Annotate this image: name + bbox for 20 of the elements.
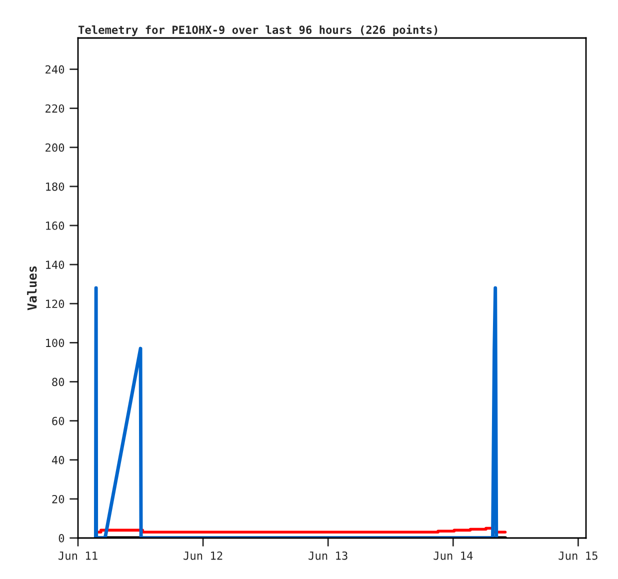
y-tick-label: 180 (46, 182, 64, 191)
y-tick-label: 200 (46, 143, 64, 152)
y-axis-title: Values (27, 266, 37, 310)
y-tick-label: 240 (46, 65, 64, 74)
x-tick-label: Jun 12 (184, 551, 222, 560)
x-tick-label: Jun 13 (308, 551, 348, 560)
y-tick-label: 60 (52, 416, 64, 426)
y-tick-label: 140 (46, 260, 64, 269)
y-tick-label: 80 (52, 378, 64, 386)
y-tick-label: 40 (52, 456, 64, 464)
y-tick-label: 0 (58, 534, 64, 542)
y-tick-label: 220 (46, 104, 64, 113)
y-tick-label: 100 (46, 338, 64, 348)
y-tick-label: 120 (46, 300, 64, 308)
y-tick-label: 20 (52, 494, 64, 504)
y-tick-label: 160 (46, 222, 64, 230)
x-tick-label: Jun 11 (58, 552, 98, 560)
x-tick-label: Jun 14 (434, 552, 473, 560)
chart-title: Telemetry for PE1OHX-9 over last 96 hours (226 points) (78, 24, 438, 36)
x-tick-label: Jun 15 (558, 552, 598, 560)
